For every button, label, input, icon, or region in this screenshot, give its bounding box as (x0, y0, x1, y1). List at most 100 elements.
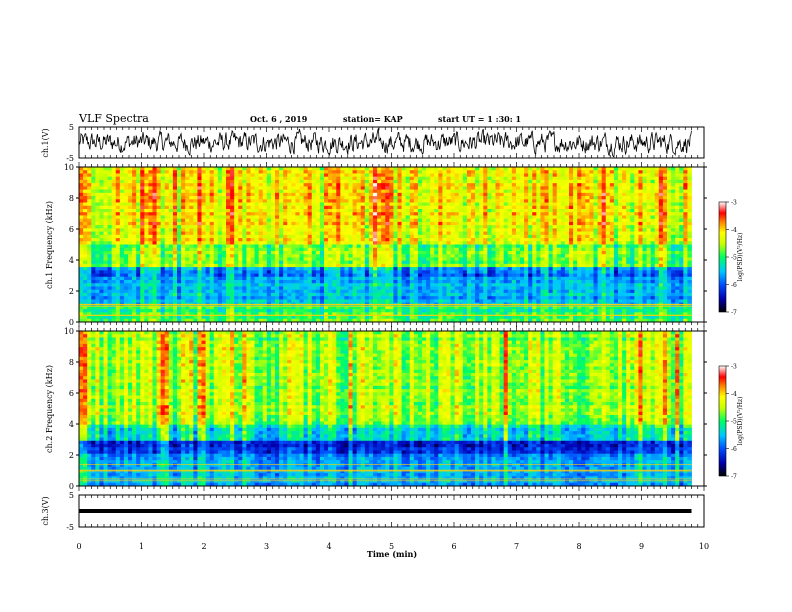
spectrogram-cell (123, 212, 129, 216)
spectrogram-cell (479, 247, 484, 252)
spectrogram-cell (409, 196, 415, 200)
spectrogram-cell (393, 244, 398, 249)
spectrogram-cell (458, 244, 464, 249)
spectrogram-cell (417, 179, 423, 184)
spectrogram-cell (520, 238, 525, 242)
spectrogram-cell (564, 267, 570, 271)
spectrogram-cell (205, 186, 211, 191)
spectrogram-cell (507, 231, 513, 236)
spectrogram-cell (91, 215, 96, 220)
spectrogram-cell (291, 260, 296, 265)
spectrogram-cell (491, 205, 496, 210)
spectrogram-cell (91, 183, 96, 187)
spectrogram-cell (650, 179, 656, 184)
spectrogram-cell (569, 260, 574, 265)
spectrogram-cell (201, 170, 206, 174)
spectrogram-cell (581, 167, 586, 171)
spectrogram-cell (471, 218, 476, 223)
spectrogram-cell (679, 250, 684, 255)
spectrogram-cell (91, 234, 96, 239)
spectrogram-cell (683, 228, 688, 232)
spectrogram-cell (344, 241, 349, 245)
spectrogram-cell (262, 196, 268, 200)
spectrogram-cell (556, 231, 562, 236)
spectrogram-cell (491, 221, 496, 226)
spectrogram-cell (422, 241, 427, 245)
spectrogram-cell (119, 234, 125, 239)
spectrogram-cell (103, 208, 108, 213)
spectrogram-cell (650, 208, 656, 213)
spectrogram-cell (111, 173, 117, 178)
spectrogram-cell (601, 186, 607, 191)
spectrogram-cell (217, 267, 223, 271)
spectrogram-cell (136, 260, 141, 265)
spectrogram-cell (336, 228, 341, 232)
spectrogram-cell (128, 192, 133, 197)
spectrogram-cell (381, 244, 386, 249)
spectrogram-cell (564, 218, 570, 223)
spectrogram-cell (315, 173, 321, 178)
spectrogram-cell (499, 257, 505, 262)
spectrogram-cell (152, 225, 157, 229)
spectrogram-cell (536, 234, 541, 239)
spectrogram-cell (581, 247, 586, 252)
spectrogram-cell (307, 167, 313, 171)
spectrogram-cell (172, 263, 178, 268)
spectrogram-cell (658, 221, 664, 226)
spectrogram-cell (458, 225, 464, 229)
spectrogram-cell (466, 254, 472, 258)
spectrogram-cell (548, 212, 554, 216)
spectrogram-cell (107, 176, 113, 181)
spectrogram-cell (177, 215, 182, 220)
spectrogram-cell (646, 241, 652, 245)
spectrogram-cell (311, 250, 317, 255)
spectrogram-cell (246, 234, 251, 239)
spectrogram-cell (397, 179, 402, 184)
spectrogram-cell (450, 228, 456, 232)
spectrogram-cell (540, 176, 545, 181)
spectrogram-cell (409, 221, 415, 226)
spectrogram-cell (552, 192, 558, 197)
spectrogram-cell (389, 221, 394, 226)
spectrogram-cell (319, 241, 325, 245)
spectrogram-cell (209, 173, 215, 178)
spectrogram-cell (87, 192, 92, 197)
spectrogram-cell (152, 260, 157, 265)
spectrogram-cell (585, 186, 590, 191)
spectrogram-cell (315, 199, 321, 203)
spectrogram-cell (95, 192, 100, 197)
spectrogram-cell (352, 179, 358, 184)
spectrogram-cell (581, 250, 586, 255)
spectrogram-cell (83, 228, 88, 232)
spectrogram-cell (356, 192, 362, 197)
spectrogram-cell (140, 257, 145, 262)
spectrogram-cell (107, 247, 113, 252)
spectrogram-cell (83, 250, 88, 255)
spectrogram-cell (675, 196, 680, 200)
spectrogram-cell (671, 196, 676, 200)
spectrogram-cell (91, 189, 96, 194)
spectrogram-cell (377, 192, 382, 197)
spectrogram-cell (626, 225, 631, 229)
spectrogram-cell (634, 241, 639, 245)
spectrogram-cell (389, 167, 394, 171)
spectrogram-cell (340, 257, 345, 262)
spectrogram-cell (430, 170, 435, 174)
spectrogram-cell (152, 176, 157, 181)
spectrogram-cell (646, 225, 652, 229)
spectrogram-cell (197, 260, 202, 265)
spectrogram-cell (581, 263, 586, 268)
spectrogram-cell (221, 173, 227, 178)
spectrogram-cell (409, 238, 415, 242)
spectrogram-cell (160, 202, 166, 207)
spectrogram-cell (360, 231, 366, 236)
spectrogram-cell (609, 238, 615, 242)
spectrogram-cell (430, 234, 435, 239)
spectrogram-cell (491, 250, 496, 255)
spectrogram-cell (279, 260, 284, 265)
spectrogram-cell (438, 179, 443, 184)
spectrogram-cell (532, 221, 537, 226)
spectrogram-cell (397, 208, 402, 213)
spectrogram-cell (328, 215, 333, 220)
spectrogram-cell (136, 176, 141, 181)
